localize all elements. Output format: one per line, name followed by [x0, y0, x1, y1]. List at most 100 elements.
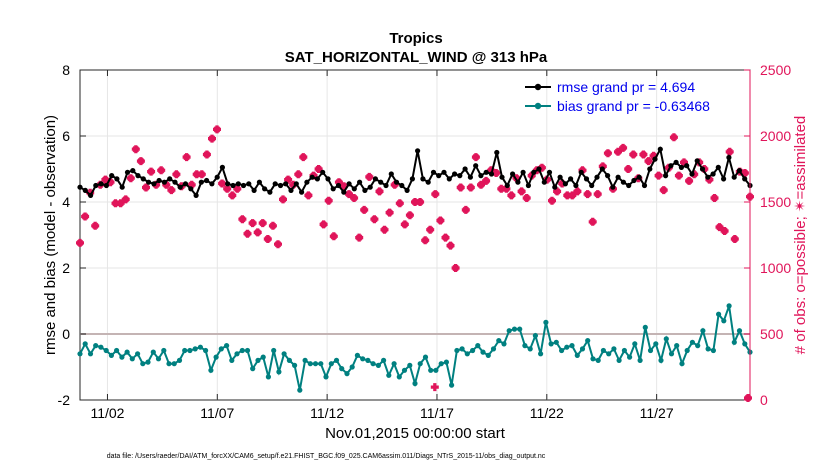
rmse-point — [673, 159, 679, 165]
obs-point — [238, 215, 247, 224]
bias-point — [658, 357, 664, 363]
obs-point — [588, 217, 597, 226]
rmse-point — [731, 174, 737, 180]
bias-point — [532, 333, 539, 339]
obs-point — [253, 228, 262, 237]
rmse-point — [721, 176, 727, 182]
bias-point — [182, 347, 188, 354]
obs-point — [319, 220, 328, 229]
bias-point — [103, 347, 109, 354]
obs-point — [654, 171, 663, 180]
y-tick-label: 6 — [62, 128, 70, 144]
bias-point — [579, 346, 586, 352]
x-tick-label: 11/22 — [530, 405, 564, 421]
obs-point — [329, 232, 338, 241]
bias-point — [255, 357, 261, 363]
obs-point — [81, 212, 90, 221]
obs-point — [172, 170, 181, 179]
obs-point — [365, 172, 374, 181]
bias-point — [229, 357, 235, 363]
rmse-point — [140, 176, 146, 182]
rmse-point — [109, 173, 115, 179]
obs-point — [395, 199, 404, 208]
obs-point — [573, 187, 582, 196]
rmse-point — [578, 169, 584, 175]
bias-point — [155, 356, 162, 362]
legend-bias-label: bias grand pr = -0.63468 — [557, 98, 710, 114]
rmse-series — [77, 146, 753, 198]
rmse-point — [362, 187, 368, 193]
rmse-point — [219, 164, 225, 170]
rmse-point — [652, 156, 658, 162]
obs-point — [197, 170, 206, 179]
bias-point — [286, 357, 292, 363]
rmse-point — [93, 182, 99, 189]
obs-point — [355, 233, 364, 242]
obs-point — [471, 153, 480, 162]
rmse-point — [204, 177, 210, 184]
bias-point — [653, 341, 659, 347]
obs-point — [426, 225, 435, 234]
obs-point — [431, 190, 440, 199]
bias-point — [187, 347, 193, 354]
bias-point — [522, 343, 528, 349]
rmse-point — [124, 169, 131, 175]
rmse-point — [388, 171, 394, 177]
obs-point — [360, 205, 369, 214]
rmse-point — [88, 192, 94, 198]
obs-point — [213, 125, 221, 134]
rmse-point — [589, 182, 595, 189]
rmse-point — [161, 179, 167, 185]
bias-point — [370, 361, 376, 367]
rmse-point — [494, 149, 500, 156]
obs-point — [324, 196, 333, 205]
rmse-point — [177, 184, 183, 190]
obs-point — [740, 169, 749, 177]
bias-point — [98, 344, 104, 350]
x-tick-label: 11/07 — [200, 405, 234, 421]
bias-point — [145, 359, 151, 365]
rmse-point — [151, 181, 157, 187]
bias-point — [590, 356, 596, 362]
obs-point — [304, 191, 313, 200]
rmse-point — [436, 173, 442, 179]
bias-point — [621, 347, 628, 354]
obs-point — [299, 153, 308, 162]
rmse-point — [256, 179, 262, 185]
obs-point — [461, 205, 470, 214]
rmse-point — [615, 174, 621, 180]
bias-point — [674, 343, 680, 349]
bias-point — [459, 346, 465, 352]
rmse-point — [277, 182, 284, 189]
bias-point — [574, 352, 580, 358]
rmse-point — [694, 158, 700, 164]
legend-bias-marker — [534, 102, 542, 110]
obs-point — [639, 150, 648, 159]
bias-point — [710, 347, 717, 354]
x-tick-label: 11/27 — [640, 405, 674, 421]
rmse-point — [525, 182, 532, 189]
obs-point — [380, 225, 389, 234]
obs-point — [76, 238, 84, 247]
rmse-point — [631, 177, 637, 184]
obs-point — [268, 221, 277, 230]
obs-point — [720, 227, 729, 235]
bias-point — [224, 343, 230, 349]
obs-point — [345, 190, 353, 199]
obs-point — [659, 186, 668, 195]
rmse-point — [135, 173, 141, 179]
bias-point — [679, 361, 685, 367]
y-axis-right-label: # of obs: o=possible; ✴=assimilated — [792, 116, 809, 355]
bias-point — [490, 346, 497, 352]
bias-point — [689, 339, 696, 345]
bias-point — [616, 357, 622, 363]
rmse-point — [620, 179, 627, 185]
bias-point — [731, 339, 737, 345]
rmse-point — [156, 177, 162, 184]
bias-point — [595, 357, 601, 363]
obs-point — [223, 184, 232, 193]
rmse-point — [441, 169, 447, 175]
rmse-point — [710, 171, 716, 177]
bias-point — [559, 347, 565, 354]
rmse-point — [668, 163, 674, 169]
